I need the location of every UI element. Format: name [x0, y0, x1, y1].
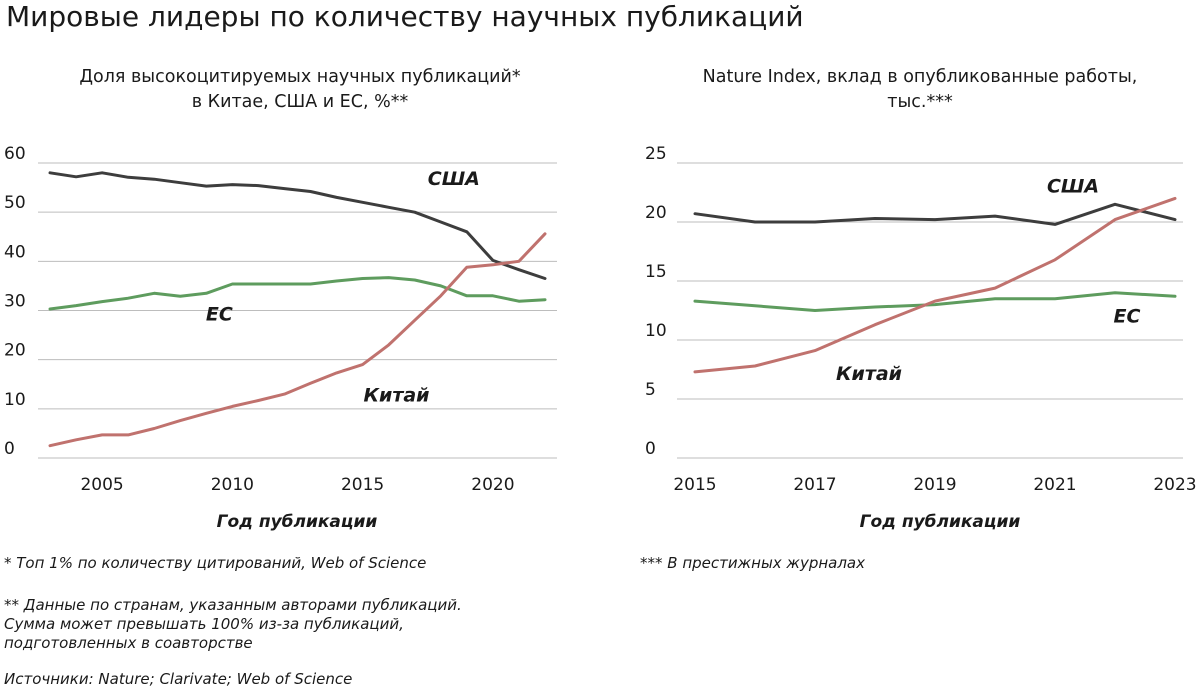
chart1-title: Доля высокоцитируемых научных публикаций… [20, 65, 580, 115]
chart2-x-tick-label: 2019 [913, 475, 956, 495]
chart2-x-tick-label: 2017 [793, 475, 836, 495]
page-title: Мировые лидеры по количеству научных пуб… [6, 0, 804, 33]
chart1-y-tick-label: 40 [4, 242, 26, 262]
footnote-1: * Топ 1% по количеству цитирований, Web … [4, 554, 427, 572]
chart2-y-tick-label: 20 [645, 203, 667, 223]
chart2-x-tick-label: 2023 [1153, 475, 1196, 495]
footnote-2-line2: Сумма может превышать 100% из-за публика… [4, 615, 404, 633]
chart2-label-eu: ЕС [1114, 305, 1141, 327]
chart1-y-tick-label: 60 [4, 144, 26, 164]
footnote-2: ** Данные по странам, указанным авторами… [4, 596, 564, 653]
chart2-title-line1: Nature Index, вклад в опубликованные раб… [702, 67, 1138, 87]
chart1-label-usa: США [428, 168, 480, 190]
chart2-series-usa-line [693, 202, 1177, 226]
chart2-label-usa: США [1047, 176, 1099, 198]
chart2-x-tick-label: 2015 [673, 475, 716, 495]
chart1-x-tick-label: 2015 [341, 475, 384, 495]
chart2-y-tick-label: 0 [645, 439, 656, 459]
chart1-title-line2: в Китае, США и ЕС, %** [191, 92, 409, 112]
sources-note: Источники: Nature; Clarivate; Web of Sci… [4, 670, 353, 688]
chart1-y-tick-label: 10 [4, 390, 26, 410]
footnote-3: *** В престижных журналах [640, 554, 865, 572]
chart2-x-tick-label: 2021 [1033, 475, 1076, 495]
chart1-x-axis-label: Год публикации [217, 512, 378, 532]
chart2-title-line2: тыс.*** [887, 92, 953, 112]
chart1-title-line1: Доля высокоцитируемых научных публикаций… [79, 67, 521, 87]
chart1-series-china-line [48, 232, 547, 448]
chart1-y-tick-label: 20 [4, 341, 26, 361]
chart2-y-tick-label: 15 [645, 262, 667, 282]
chart1-series-eu-line [48, 276, 547, 311]
chart1-y-tick-label: 50 [4, 193, 26, 213]
chart1-y-tick-label: 30 [4, 292, 26, 312]
chart1-x-tick-label: 2010 [211, 475, 254, 495]
chart1-x-tick-label: 2005 [80, 475, 123, 495]
chart2-title: Nature Index, вклад в опубликованные раб… [640, 65, 1200, 115]
chart2-x-axis-label: Год публикации [860, 512, 1021, 532]
chart2-series-china-line [693, 196, 1177, 374]
chart2-y-tick-label: 5 [645, 380, 656, 400]
chart2-label-china: Китай [836, 363, 902, 385]
chart1-label-eu: ЕС [206, 303, 233, 325]
chart2-series-eu-line [693, 291, 1177, 312]
footnote-2-line1: ** Данные по странам, указанным авторами… [4, 596, 462, 614]
chart1-series-usa-line [48, 171, 547, 280]
chart1-y-tick-label: 0 [4, 439, 15, 459]
footnote-2-line3: подготовленных в соавторстве [4, 634, 253, 652]
chart1-x-tick-label: 2020 [471, 475, 514, 495]
chart2-y-tick-label: 25 [645, 144, 667, 164]
chart1-label-china: Китай [364, 384, 430, 406]
chart2-y-tick-label: 10 [645, 321, 667, 341]
